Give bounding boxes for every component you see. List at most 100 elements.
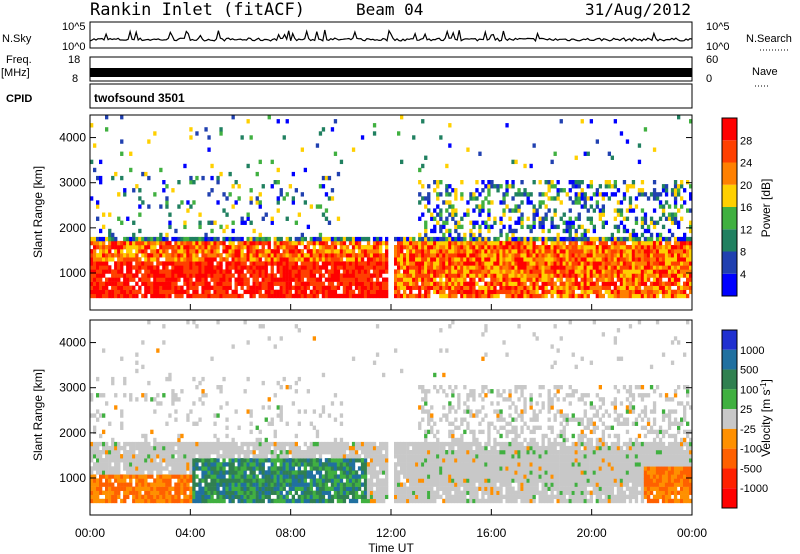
data-cell: [598, 184, 603, 189]
data-cell: [156, 490, 160, 495]
data-cell: [658, 285, 663, 290]
data-cell: [252, 249, 256, 254]
data-cell: [159, 494, 163, 500]
data-cell: [186, 269, 190, 274]
data-cell: [363, 470, 368, 475]
data-cell: [186, 208, 190, 213]
data-cell: [237, 445, 241, 451]
data-cell: [372, 289, 377, 295]
data-cell: [625, 273, 630, 278]
data-cell: [351, 498, 356, 504]
data-cell: [201, 393, 205, 398]
data-cell: [309, 498, 314, 504]
data-cell: [96, 417, 100, 422]
data-cell: [99, 466, 103, 471]
data-cell: [189, 265, 193, 270]
data-cell: [580, 273, 584, 278]
data-cell: [297, 421, 302, 426]
data-cell: [270, 454, 274, 459]
data-cell: [541, 236, 545, 242]
data-cell: [153, 437, 157, 443]
data-cell: [366, 450, 371, 455]
data-cell: [595, 281, 600, 286]
data-cell: [538, 245, 542, 250]
data-cell: [276, 474, 280, 479]
data-cell: [234, 289, 238, 295]
data-cell: [532, 273, 536, 278]
data-cell: [403, 253, 407, 258]
data-cell: [267, 253, 271, 258]
data-cell: [330, 462, 335, 467]
data-cell: [171, 236, 175, 242]
data-cell: [607, 257, 612, 262]
data-cell: [192, 236, 196, 242]
data-cell: [460, 289, 464, 295]
data-cell: [315, 281, 320, 286]
data-cell: [264, 273, 268, 278]
data-cell: [400, 249, 404, 254]
noise-left-tick-top: 10^5: [62, 21, 86, 33]
data-cell: [457, 257, 461, 262]
data-cell: [309, 474, 314, 479]
data-cell: [559, 253, 563, 258]
data-cell: [105, 450, 109, 455]
data-cell: [231, 184, 235, 189]
data-cell: [526, 257, 530, 262]
data-cell: [168, 245, 172, 250]
data-cell: [568, 245, 572, 250]
data-cell: [357, 482, 362, 487]
data-cell: [448, 249, 452, 254]
data-cell: [186, 289, 190, 295]
data-cell: [354, 498, 359, 504]
data-cell: [424, 196, 428, 201]
data-cell: [670, 261, 675, 266]
data-cell: [261, 470, 265, 475]
data-cell: [360, 245, 365, 250]
data-cell: [683, 293, 687, 299]
data-cell: [213, 273, 217, 278]
data-cell: [204, 293, 208, 299]
data-cell: [469, 228, 473, 234]
data-cell: [165, 376, 169, 382]
data-cell: [640, 224, 645, 230]
data-cell: [90, 196, 94, 201]
data-cell: [267, 421, 271, 426]
data-cell: [318, 236, 323, 242]
data-cell: [222, 293, 226, 299]
data-cell: [421, 196, 425, 201]
data-cell: [478, 249, 482, 254]
data-cell: [189, 293, 193, 299]
data-cell: [689, 236, 693, 242]
data-cell: [279, 482, 283, 487]
data-cell: [207, 220, 211, 225]
data-cell: [99, 490, 103, 495]
data-cell: [502, 269, 506, 274]
data-cell: [207, 261, 211, 266]
data-cell: [369, 458, 374, 463]
data-cell: [90, 253, 94, 258]
data-cell: [162, 494, 166, 500]
data-cell: [598, 261, 603, 266]
data-cell: [336, 236, 341, 242]
data-cell: [652, 285, 657, 290]
data-cell: [273, 490, 277, 495]
data-cell: [141, 171, 145, 177]
data-cell: [451, 277, 455, 282]
data-cell: [466, 269, 470, 274]
data-cell: [547, 188, 551, 193]
data-cell: [532, 269, 536, 274]
data-cell: [159, 466, 163, 471]
data-cell: [234, 253, 238, 258]
data-cell: [607, 180, 612, 185]
data-cell: [117, 478, 121, 483]
data-cell: [571, 293, 575, 299]
data-cell: [505, 277, 509, 282]
data-cell: [231, 441, 235, 447]
data-cell: [517, 240, 521, 246]
data-cell: [553, 257, 557, 262]
data-cell: [460, 196, 464, 201]
data-cell: [126, 281, 130, 286]
data-cell: [472, 253, 476, 258]
data-cell: [637, 269, 642, 274]
data-cell: [421, 269, 425, 274]
